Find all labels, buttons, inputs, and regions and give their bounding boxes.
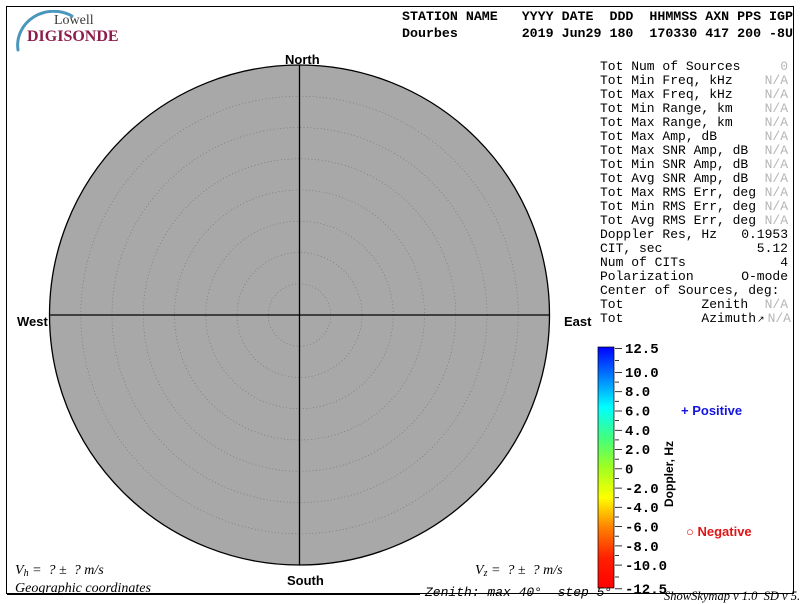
svg-text:-12.5: -12.5 bbox=[625, 583, 667, 599]
svg-text:-2.0: -2.0 bbox=[625, 482, 659, 498]
svg-text:-6.0: -6.0 bbox=[625, 521, 659, 537]
svg-text:12.5: 12.5 bbox=[625, 342, 659, 358]
svg-text:-10.0: -10.0 bbox=[625, 559, 667, 575]
svg-text:4.0: 4.0 bbox=[625, 424, 650, 440]
svg-text:8.0: 8.0 bbox=[625, 385, 650, 401]
svg-text:6.0: 6.0 bbox=[625, 405, 650, 421]
svg-text:0: 0 bbox=[625, 463, 633, 479]
svg-text:-8.0: -8.0 bbox=[625, 540, 659, 556]
svg-text:10.0: 10.0 bbox=[625, 366, 659, 382]
svg-text:2.0: 2.0 bbox=[625, 443, 650, 459]
svg-text:-4.0: -4.0 bbox=[625, 501, 659, 517]
